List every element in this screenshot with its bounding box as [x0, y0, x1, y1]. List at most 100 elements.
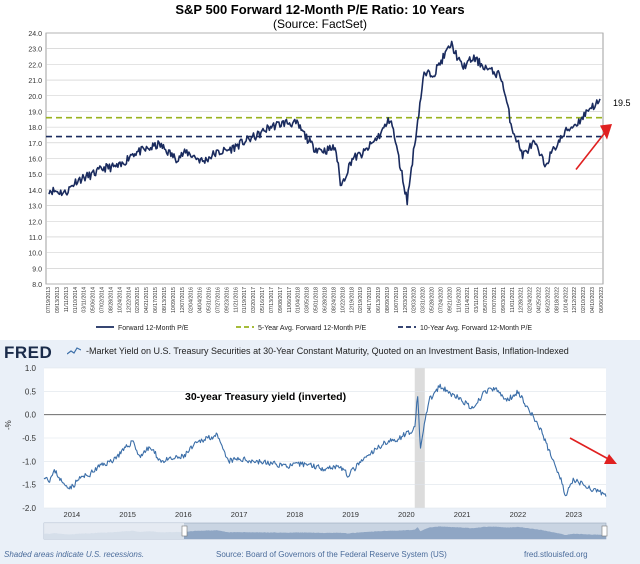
pe-x-tick-label: 11/16/2020	[456, 287, 462, 313]
pe-x-tick-label: 01/10/2014	[73, 287, 79, 313]
pe-x-tick-label: 04/04/2016	[198, 287, 204, 313]
pe-y-tick-label: 20.0	[28, 94, 42, 101]
fred-range-handle-right	[601, 525, 608, 537]
pe-red-arrow-head	[600, 123, 612, 140]
pe-y-tick-label: 22.0	[28, 62, 42, 69]
pe-x-tick-label: 09/23/2016	[224, 287, 230, 313]
pe-chart-subtitle: (Source: FactSet)	[272, 17, 368, 31]
pe-x-tick-label: 08/13/2015	[162, 287, 168, 313]
fred-y-tick-label: 1.0	[25, 364, 37, 373]
pe-x-tick-label: 05/01/2018	[314, 287, 320, 313]
pe-x-tick-label: 12/07/2015	[180, 287, 186, 313]
pe-x-tick-label: 02/19/2019	[358, 287, 364, 313]
fred-x-tick-label: 2023	[565, 510, 582, 519]
pe-x-tick-label: 02/24/2022	[528, 287, 534, 313]
pe-x-tick-label: 09/03/2021	[501, 287, 507, 313]
pe-x-tick-label: 12/12/2022	[572, 287, 578, 313]
pe-x-tick-label: 09/08/2017	[278, 287, 284, 313]
pe-x-tick-label: 02/10/2023	[581, 287, 587, 313]
pe-x-tick-label: 11/11/2013	[64, 287, 70, 312]
fred-x-tick-label: 2018	[287, 510, 304, 519]
pe-x-tick-label: 05/28/2020	[430, 287, 436, 313]
pe-forward-line	[48, 40, 601, 206]
fred-red-arrow-head	[604, 454, 617, 464]
pe-x-tick-label: 06/22/2022	[545, 287, 551, 313]
fred-recession-note: Shaded areas indicate U.S. recessions.	[4, 550, 145, 559]
pe-x-tick-label: 10/22/2018	[340, 287, 346, 313]
pe-y-tick-label: 17.0	[28, 141, 42, 148]
pe-legend-label: 5-Year Avg. Forward 12-Month P/E	[258, 325, 366, 332]
pe-x-tick-label: 04/25/2022	[537, 287, 543, 313]
pe-x-tick-label: 07/19/2013	[46, 287, 52, 313]
fred-y-tick-label: -1.5	[22, 481, 36, 490]
pe-x-tick-label: 03/31/2020	[421, 287, 427, 313]
pe-x-tick-label: 10/24/2014	[117, 287, 123, 313]
fred-y-tick-label: 0.0	[25, 411, 37, 420]
pe-y-tick-label: 16.0	[28, 157, 42, 164]
fred-x-tick-label: 2022	[510, 510, 527, 519]
pe-x-tick-label: 04/17/2019	[367, 287, 373, 313]
pe-x-tick-label: 10/14/2022	[563, 287, 569, 313]
fred-series-title[interactable]: -Market Yield on U.S. Treasury Securitie…	[86, 346, 569, 356]
fred-x-tick-label: 2017	[231, 510, 248, 519]
pe-x-tick-label: 01/14/2021	[465, 287, 471, 313]
pe-x-tick-label: 02/20/2015	[135, 287, 141, 313]
pe-x-tick-label: 07/07/2021	[492, 287, 498, 313]
pe-x-tick-label: 11/21/2016	[233, 287, 239, 313]
pe-y-tick-label: 8.0	[32, 282, 42, 289]
fred-y-tick-label: -1.0	[22, 457, 36, 466]
pe-y-tick-label: 23.0	[28, 47, 42, 54]
pe-y-tick-label: 12.0	[28, 219, 42, 226]
pe-x-tick-label: 03/11/2021	[474, 287, 480, 313]
fred-range-unselected	[44, 523, 184, 539]
pe-x-tick-label: 08/28/2014	[108, 287, 114, 313]
pe-legend-label: Forward 12-Month P/E	[118, 325, 189, 332]
pe-chart-panel: S&P 500 Forward 12-Month P/E Ratio: 10 Y…	[28, 2, 631, 332]
pe-x-tick-label: 07/02/2014	[100, 287, 106, 313]
pe-legend-label: 10-Year Avg. Forward 12-Month P/E	[420, 325, 532, 332]
pe-x-tick-label: 12/22/2014	[126, 287, 132, 313]
pe-x-tick-label: 07/13/2017	[269, 287, 275, 313]
pe-x-tick-label: 05/16/2017	[260, 287, 266, 313]
fred-x-tick-label: 2021	[454, 510, 471, 519]
fred-x-tick-label: 2016	[175, 510, 192, 519]
fred-x-tick-label: 2019	[342, 510, 359, 519]
pe-x-tick-label: 09/13/2013	[55, 287, 61, 313]
pe-x-tick-label: 05/06/2014	[91, 287, 97, 313]
pe-chart-title: S&P 500 Forward 12-Month P/E Ratio: 10 Y…	[175, 2, 465, 17]
pe-x-tick-label: 03/11/2014	[82, 287, 88, 313]
pe-y-tick-label: 9.0	[32, 266, 42, 273]
pe-x-tick-label: 11/06/2017	[287, 287, 293, 313]
pe-x-tick-label: 06/28/2018	[323, 287, 329, 313]
pe-x-tick-label: 08/18/2022	[554, 287, 560, 313]
fred-y-tick-label: -0.5	[22, 434, 36, 443]
fred-x-tick-label: 2015	[119, 510, 136, 519]
fred-url-link[interactable]: fred.stlouisfed.org	[524, 550, 588, 559]
fred-y-tick-label: 0.5	[25, 387, 37, 396]
fred-y-tick-label: -2.0	[22, 504, 36, 513]
pe-x-tick-label: 10/07/2019	[394, 287, 400, 313]
pe-x-tick-label: 03/20/2017	[251, 287, 257, 313]
pe-y-tick-label: 15.0	[28, 172, 42, 179]
pe-x-tick-label: 12/28/2021	[519, 287, 525, 313]
pe-x-tick-label: 08/09/2019	[385, 287, 391, 313]
pe-x-tick-label: 04/10/2023	[590, 287, 596, 313]
fred-source: Source: Board of Governors of the Federa…	[216, 550, 447, 559]
fred-range-handle-left	[181, 525, 188, 537]
pe-x-tick-label: 05/31/2016	[207, 287, 213, 313]
fred-logo[interactable]: FRED	[4, 343, 53, 362]
pe-x-tick-label: 11/01/2021	[510, 287, 516, 313]
pe-y-tick-label: 19.0	[28, 109, 42, 116]
pe-y-tick-label: 11.0	[29, 235, 42, 242]
fred-x-tick-label: 2014	[64, 510, 81, 519]
pe-y-tick-label: 21.0	[28, 78, 42, 85]
pe-current-value-label: 19.5	[613, 98, 631, 108]
fred-annotation: 30-year Treasury yield (inverted)	[185, 391, 346, 403]
pe-x-tick-label: 06/06/2023	[599, 287, 605, 313]
pe-x-tick-label: 09/21/2020	[447, 287, 453, 313]
pe-y-tick-label: 13.0	[28, 204, 42, 211]
pe-red-arrow-shaft	[575, 128, 609, 170]
pe-x-tick-label: 07/27/2016	[215, 287, 221, 313]
pe-y-tick-label: 10.0	[28, 251, 42, 258]
pe-x-tick-label: 06/13/2019	[376, 287, 382, 313]
